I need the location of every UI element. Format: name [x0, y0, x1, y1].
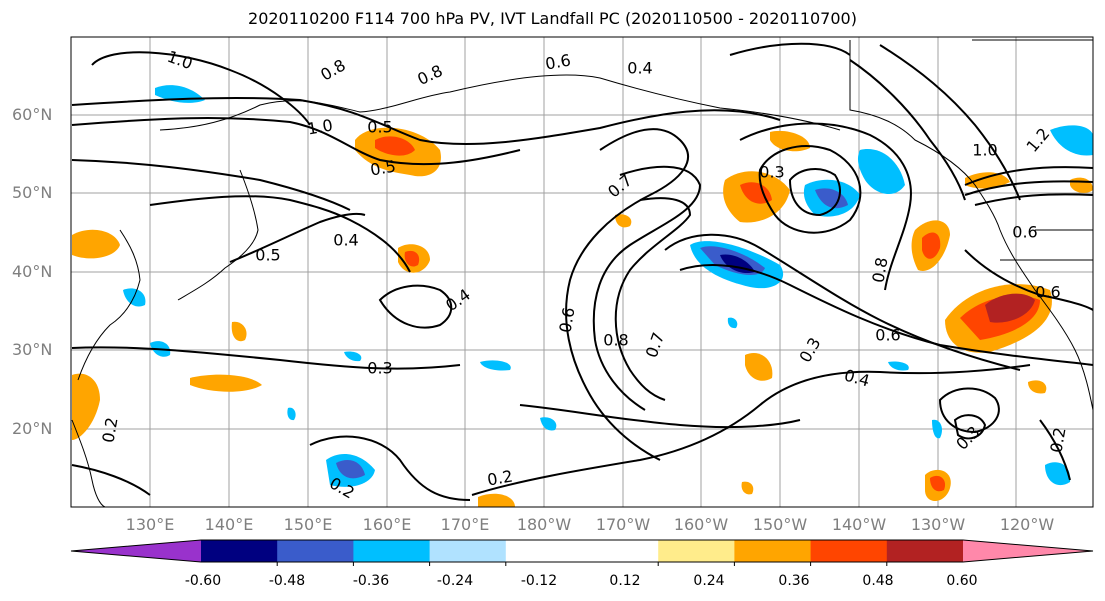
- contour-label: 0.3: [367, 358, 393, 378]
- lat-label-50n: 50°N: [12, 183, 53, 202]
- ivt-positive-blob: [965, 172, 1010, 189]
- contour-label: 0.6: [1035, 282, 1061, 302]
- contour-label: 0.6: [1012, 222, 1038, 242]
- ivt-positive-blob: [190, 374, 262, 392]
- colorbar-segment: [201, 540, 278, 562]
- ivt-negative-blob: [727, 317, 738, 329]
- lon-label-160w: 160°W: [673, 515, 729, 534]
- colorbar-segment: [505, 540, 583, 562]
- contour-label: 0.5: [255, 245, 281, 265]
- colorbar-outline: [70, 539, 1094, 563]
- lat-label-40n: 40°N: [12, 262, 53, 281]
- ivt-positive-blob: [615, 214, 632, 228]
- pv-contours: [71, 42, 1094, 501]
- colorbar-tick-label: 0.24: [693, 573, 725, 589]
- ivt-negative-core: [336, 460, 365, 479]
- lon-label-180w: 180°W: [516, 515, 572, 534]
- ivt-positive-blob: [478, 493, 515, 507]
- colorbar-tick-label: -0.36: [352, 573, 390, 589]
- lon-label-150e: 150°E: [283, 515, 333, 534]
- colorbar-tick-label: -0.12: [520, 573, 558, 589]
- ivt-positive-core: [740, 182, 772, 204]
- contour-label: 1.0: [972, 140, 998, 160]
- colorbar-tick-label: 0.48: [862, 573, 894, 589]
- ivt-positive-blob: [1028, 380, 1047, 394]
- ivt-positive-blob: [231, 321, 247, 342]
- colorbar-tick-label: 0.36: [778, 573, 810, 589]
- contour-label: 0.3: [759, 162, 785, 182]
- ivt-positive-blob: [745, 352, 773, 381]
- coastlines: [71, 39, 1094, 508]
- colorbar-extend-max: [963, 540, 1093, 562]
- contour-label: 0.8: [603, 330, 629, 350]
- lon-label-160e: 160°E: [362, 515, 412, 534]
- ivt-negative-blob: [287, 407, 296, 421]
- ivt-positive-core: [404, 250, 420, 267]
- colorbar-segment: [353, 540, 431, 562]
- lat-label-60n: 60°N: [12, 105, 53, 124]
- ivt-positive-core: [922, 232, 941, 259]
- colorbar-tick-label: -0.24: [436, 573, 474, 589]
- colorbar: [70, 539, 1094, 566]
- colorbar-tick-label: -0.48: [268, 573, 306, 589]
- contour-label: 0.4: [333, 230, 359, 250]
- lon-label-140w: 140°W: [831, 515, 887, 534]
- ivt-positive-max: [985, 293, 1035, 323]
- lon-label-130w: 130°W: [910, 515, 966, 534]
- contour-label: 0.4: [627, 58, 653, 78]
- ivt-shading: [72, 85, 1093, 507]
- ivt-negative-blob: [857, 149, 905, 195]
- lon-label-170e: 170°E: [440, 515, 490, 534]
- lon-label-140e: 140°E: [204, 515, 254, 534]
- colorbar-segment: [582, 540, 659, 562]
- colorbar-segment: [277, 540, 354, 562]
- lat-label-20n: 20°N: [12, 419, 53, 438]
- colorbar-extend-min: [71, 540, 201, 562]
- colorbar-tick-label: 0.12: [609, 573, 641, 589]
- ivt-negative-blob: [344, 351, 362, 362]
- colorbar-tick-label: 0.60: [946, 573, 978, 589]
- colorbar-tick-label: -0.60: [184, 573, 222, 589]
- ivt-positive-core: [930, 475, 946, 492]
- lat-label-30n: 30°N: [12, 340, 53, 359]
- map-frame: [70, 36, 1094, 508]
- ivt-negative-blob: [1045, 462, 1071, 486]
- contour-label: 0.6: [875, 325, 901, 345]
- map-title: 2020110200 F114 700 hPa PV, IVT Landfall…: [248, 9, 857, 28]
- contour-label: 0.5: [367, 117, 393, 137]
- ivt-negative-blob: [540, 417, 557, 431]
- lon-label-120w: 120°W: [999, 515, 1055, 534]
- ivt-negative-blob: [932, 419, 943, 439]
- ivt-negative-blob: [888, 361, 909, 371]
- colorbar-segment: [429, 540, 507, 562]
- ivt-positive-core: [375, 136, 415, 156]
- colorbar-segment: [886, 540, 964, 562]
- colorbar-segment: [810, 540, 888, 562]
- ivt-positive-blob: [72, 373, 100, 440]
- ivt-positive-blob: [741, 481, 754, 495]
- colorbar-segment: [734, 540, 812, 562]
- ivt-positive-blob: [72, 229, 120, 259]
- ivt-negative-blob: [480, 360, 511, 371]
- colorbar-segment: [658, 540, 735, 562]
- ivt-positive-blob: [1070, 177, 1093, 193]
- lon-label-170w: 170°W: [595, 515, 651, 534]
- lon-label-130e: 130°E: [125, 515, 175, 534]
- ivt-negative-blob: [1050, 125, 1093, 156]
- lon-label-150w: 150°W: [752, 515, 808, 534]
